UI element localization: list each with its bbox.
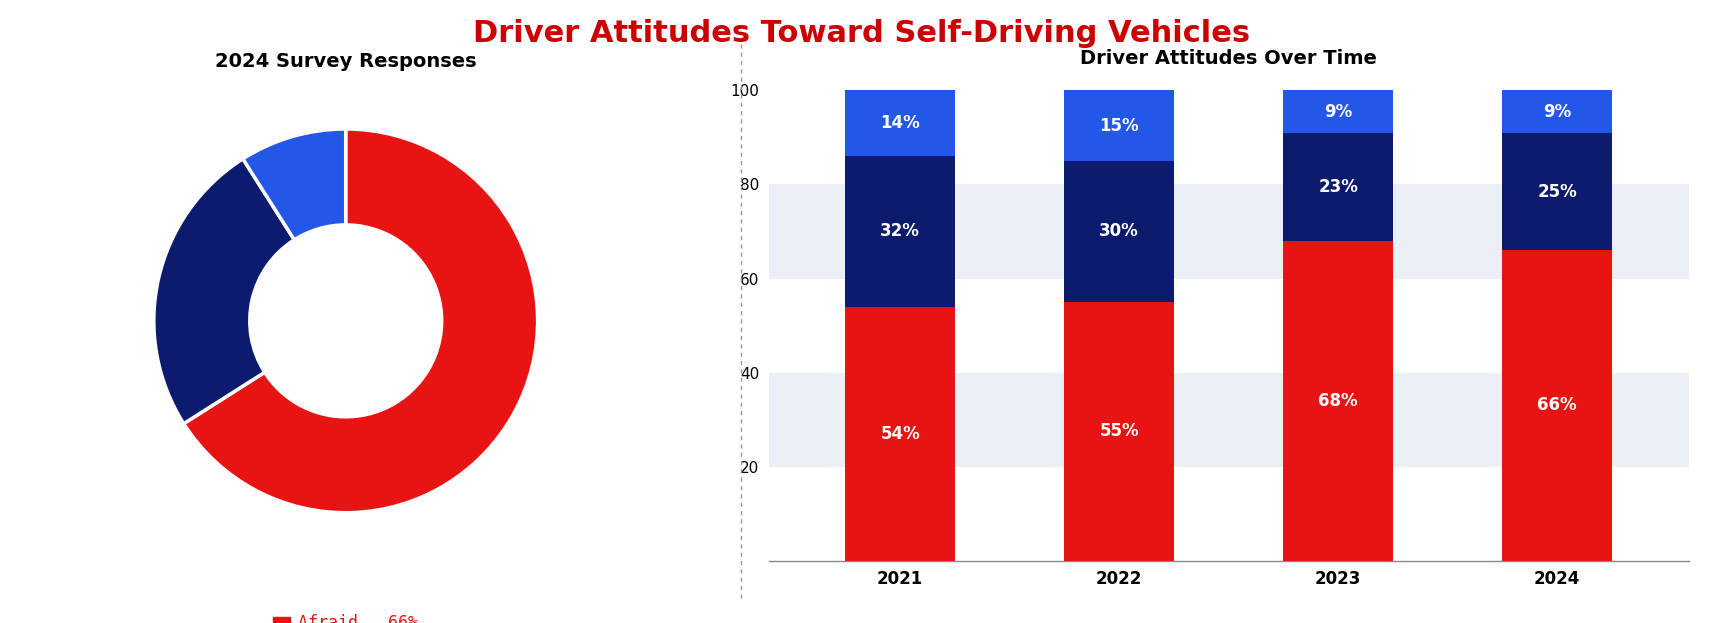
Text: 32%: 32% xyxy=(880,222,920,240)
Text: 23%: 23% xyxy=(1318,178,1358,196)
Bar xyxy=(846,156,955,307)
Bar xyxy=(768,373,1689,467)
Wedge shape xyxy=(184,129,538,513)
Bar xyxy=(1065,90,1173,161)
Bar xyxy=(1065,302,1173,561)
Bar xyxy=(1284,133,1392,241)
Wedge shape xyxy=(153,159,295,424)
Text: 55%: 55% xyxy=(1099,422,1139,440)
Text: 14%: 14% xyxy=(880,114,920,132)
Text: 66%: 66% xyxy=(1537,396,1577,414)
Bar xyxy=(1284,90,1392,133)
Bar xyxy=(1065,161,1173,302)
Text: 68%: 68% xyxy=(1318,392,1358,410)
Bar xyxy=(1502,250,1613,561)
Text: 15%: 15% xyxy=(1099,117,1139,135)
Bar xyxy=(1502,133,1613,250)
Bar xyxy=(846,90,955,156)
Bar xyxy=(768,184,1689,278)
Bar xyxy=(1284,241,1392,561)
Title: 2024 Survey Responses: 2024 Survey Responses xyxy=(215,52,477,71)
Legend: Afraid   66%, Unsure   25%, Trust    9%: Afraid 66%, Unsure 25%, Trust 9% xyxy=(267,607,426,623)
Text: 9%: 9% xyxy=(1323,103,1353,121)
Text: 25%: 25% xyxy=(1537,183,1577,201)
Bar xyxy=(1502,90,1613,133)
Wedge shape xyxy=(243,129,346,240)
Text: Driver Attitudes Toward Self-Driving Vehicles: Driver Attitudes Toward Self-Driving Veh… xyxy=(472,19,1251,48)
Text: 54%: 54% xyxy=(880,425,920,443)
Text: 30%: 30% xyxy=(1099,222,1139,240)
Bar xyxy=(846,307,955,561)
Text: 9%: 9% xyxy=(1544,103,1571,121)
Title: Driver Attitudes Over Time: Driver Attitudes Over Time xyxy=(1080,49,1377,69)
